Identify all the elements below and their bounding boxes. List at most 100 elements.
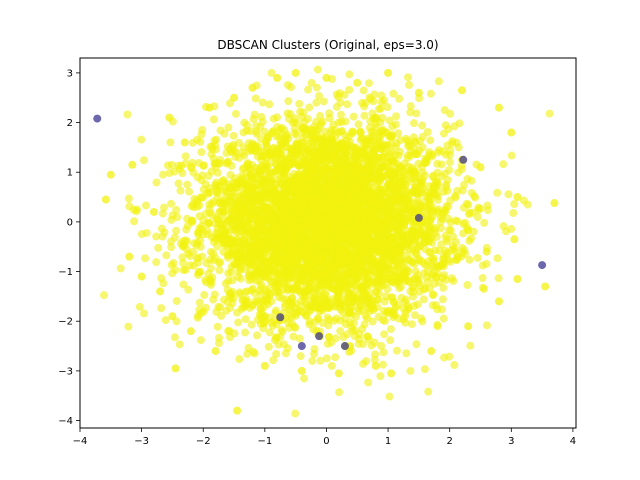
cluster-point — [375, 276, 384, 285]
cluster-point — [425, 227, 434, 236]
cluster-point — [376, 104, 385, 113]
cluster-point — [316, 356, 325, 365]
cluster-point — [407, 320, 416, 329]
cluster-point — [190, 239, 199, 248]
cluster-point — [289, 332, 298, 341]
cluster-point — [480, 218, 489, 227]
cluster-point — [465, 236, 474, 245]
cluster-point — [523, 200, 532, 209]
cluster-point — [386, 325, 395, 334]
cluster-point — [356, 128, 365, 137]
cluster-point — [244, 256, 253, 265]
cluster-point — [283, 109, 292, 118]
cluster-point — [312, 150, 321, 159]
cluster-point — [335, 213, 344, 222]
cluster-point — [277, 325, 286, 334]
cluster-point — [141, 254, 150, 263]
cluster-point — [351, 190, 360, 199]
cluster-point — [313, 314, 322, 323]
cluster-point — [256, 319, 265, 328]
cluster-point — [277, 212, 286, 221]
cluster-point — [243, 121, 252, 130]
cluster-point — [406, 142, 415, 151]
cluster-point — [281, 220, 290, 229]
cluster-point — [382, 273, 391, 282]
cluster-point — [227, 147, 236, 156]
cluster-point — [219, 247, 228, 256]
cluster-point — [248, 203, 257, 212]
cluster-point — [165, 169, 174, 178]
cluster-point — [418, 121, 427, 130]
cluster-point — [448, 137, 457, 146]
cluster-point — [256, 269, 265, 278]
cluster-point — [239, 128, 248, 137]
cluster-point — [299, 242, 308, 251]
cluster-point — [172, 226, 181, 235]
cluster-point — [454, 168, 463, 177]
cluster-point — [351, 312, 360, 321]
cluster-point — [361, 216, 370, 225]
cluster-point — [231, 260, 240, 269]
cluster-point — [359, 199, 368, 208]
cluster-point — [324, 333, 333, 342]
cluster-point — [185, 187, 194, 196]
cluster-point — [473, 253, 482, 262]
cluster-point — [248, 284, 257, 293]
cluster-point — [305, 278, 314, 287]
cluster-point — [137, 135, 146, 144]
cluster-point — [437, 261, 446, 270]
cluster-point — [305, 103, 314, 112]
cluster-point — [334, 248, 343, 257]
cluster-point — [414, 190, 423, 199]
cluster-point — [279, 134, 288, 143]
cluster-point — [305, 246, 314, 255]
cluster-point — [205, 204, 214, 213]
cluster-point — [227, 268, 236, 277]
cluster-point — [219, 176, 228, 185]
cluster-point — [152, 232, 161, 241]
cluster-point — [194, 159, 203, 168]
cluster-point — [367, 299, 376, 308]
cluster-point — [215, 207, 224, 216]
cluster-point — [214, 333, 223, 342]
cluster-point — [406, 236, 415, 245]
cluster-point — [493, 254, 502, 263]
cluster-point — [352, 294, 361, 303]
cluster-point — [493, 188, 502, 197]
cluster-point — [262, 203, 271, 212]
cluster-point — [453, 186, 462, 195]
cluster-point — [391, 171, 400, 180]
cluster-point — [265, 100, 274, 109]
cluster-point — [405, 80, 414, 89]
cluster-point — [199, 193, 208, 202]
cluster-point — [269, 127, 278, 136]
cluster-point — [320, 141, 329, 150]
cluster-point — [337, 110, 346, 119]
cluster-point — [412, 172, 421, 181]
cluster-point — [264, 237, 273, 246]
cluster-point — [296, 352, 305, 361]
cluster-point — [316, 273, 325, 282]
cluster-point — [195, 305, 204, 314]
cluster-point — [283, 344, 292, 353]
cluster-point — [288, 118, 297, 127]
cluster-point — [166, 138, 175, 147]
cluster-point — [351, 144, 360, 153]
cluster-point — [482, 321, 491, 330]
cluster-point — [210, 290, 219, 299]
cluster-point — [373, 218, 382, 227]
cluster-point — [439, 283, 448, 292]
cluster-point — [334, 202, 343, 211]
cluster-point — [319, 97, 328, 106]
cluster-point — [228, 216, 237, 225]
cluster-point — [248, 271, 257, 280]
cluster-point — [378, 360, 387, 369]
cluster-point — [453, 217, 462, 226]
cluster-point — [368, 159, 377, 168]
cluster-point — [296, 107, 305, 116]
cluster-point — [451, 256, 460, 265]
cluster-point — [302, 190, 311, 199]
cluster-point — [158, 232, 167, 241]
cluster-point — [303, 303, 312, 312]
cluster-point — [257, 237, 266, 246]
